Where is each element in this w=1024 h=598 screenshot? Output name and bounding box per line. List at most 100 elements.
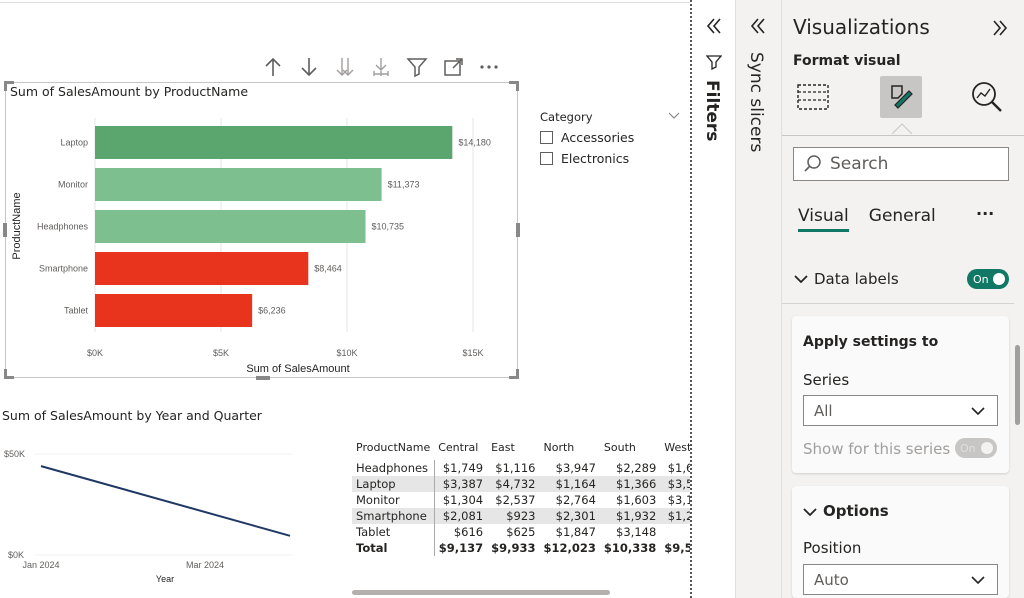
value-cell: $3,148 bbox=[616, 525, 657, 539]
expand-pane-icon[interactable] bbox=[748, 16, 768, 36]
search-input[interactable]: Search bbox=[793, 147, 1009, 181]
toggle-state: On bbox=[960, 441, 976, 455]
category-slicer[interactable]: Category Accessories Electronics bbox=[540, 110, 680, 166]
x-tick-label: $0K bbox=[87, 348, 103, 358]
expand-hierarchy-icon[interactable] bbox=[370, 56, 392, 78]
x-tick-label: $15K bbox=[462, 348, 483, 358]
value-cell: $1,164 bbox=[539, 476, 600, 492]
toggle-knob bbox=[981, 442, 993, 454]
chevron-down-icon bbox=[971, 575, 985, 584]
sync-slicers-label[interactable]: Sync slicers bbox=[746, 52, 766, 153]
y-tick-label: Headphones bbox=[37, 222, 89, 232]
expand-pane-icon[interactable] bbox=[704, 16, 724, 36]
go-to-next-level-icon[interactable] bbox=[334, 56, 356, 78]
x-tick-label: $5K bbox=[213, 348, 229, 358]
bar bbox=[95, 210, 366, 243]
resize-handle[interactable] bbox=[509, 81, 519, 91]
resize-handle[interactable] bbox=[4, 369, 14, 379]
data-label: $11,373 bbox=[388, 180, 420, 190]
data-labels-toggle[interactable]: On bbox=[967, 269, 1009, 289]
table-row[interactable]: Smartphone$2,081$923$2,301$1,932$1,22 bbox=[352, 508, 690, 524]
drill-down-icon[interactable] bbox=[298, 56, 320, 78]
x-tick-label: $10K bbox=[336, 348, 357, 358]
total-row[interactable]: Total $9,137$9,933 $12,023 $10,338 $9,55 bbox=[352, 540, 690, 556]
table-row[interactable]: Tablet $616 $625 $1,847 $3,148 bbox=[352, 524, 690, 540]
tab-general[interactable]: General bbox=[868, 206, 936, 226]
resize-handle[interactable] bbox=[516, 223, 520, 237]
series-label: Series bbox=[803, 371, 850, 389]
options-card: Options Position Auto bbox=[792, 486, 1009, 598]
position-dropdown[interactable]: Auto bbox=[803, 564, 998, 595]
slicer-item-electronics[interactable]: Electronics bbox=[540, 151, 680, 166]
bar-chart-visual[interactable] bbox=[3, 81, 520, 380]
matrix-visual[interactable]: ProductName Central East North South Wes… bbox=[352, 440, 690, 556]
column-header[interactable]: Central bbox=[438, 441, 479, 454]
chevron-down-icon[interactable] bbox=[803, 507, 817, 517]
value-cell: $1,304 bbox=[433, 492, 488, 508]
table-row[interactable]: Monitor $1,304 $2,537 $2,764 $1,603 $3,16 bbox=[352, 492, 690, 508]
drill-up-icon[interactable] bbox=[262, 56, 284, 78]
value-cell: $2,537 bbox=[495, 493, 536, 507]
checkbox[interactable] bbox=[540, 131, 553, 144]
y-tick-label: Monitor bbox=[58, 180, 88, 190]
data-labels-card-header[interactable]: Data labels On bbox=[782, 252, 1014, 304]
resize-handle[interactable] bbox=[256, 376, 270, 380]
resize-handle[interactable] bbox=[509, 369, 519, 379]
format-visual-icon[interactable] bbox=[880, 76, 922, 118]
chevron-down-icon[interactable] bbox=[794, 274, 808, 284]
resize-handle[interactable] bbox=[3, 223, 7, 237]
series-dropdown[interactable]: All bbox=[803, 395, 998, 426]
y-tick-label: $0K bbox=[8, 550, 24, 560]
filter-icon[interactable] bbox=[406, 56, 428, 78]
chevron-down-icon[interactable] bbox=[668, 110, 680, 120]
value-cell: $2,301 bbox=[539, 508, 600, 524]
options-heading[interactable]: Options bbox=[823, 502, 889, 520]
more-options-icon[interactable]: ··· bbox=[976, 204, 995, 223]
table-row[interactable]: Headphones $1,749 $1,116 $3,947 $2,289 $1,63 bbox=[352, 460, 690, 476]
value-cell: $1,116 bbox=[495, 461, 536, 475]
column-header[interactable]: ProductName bbox=[356, 441, 431, 454]
row-header-cell: Monitor bbox=[356, 493, 400, 507]
checkbox[interactable] bbox=[540, 152, 553, 165]
filters-pane[interactable]: Filters bbox=[692, 0, 736, 598]
bar-chart-title: Sum of SalesAmount by ProductName bbox=[10, 84, 249, 99]
column-header[interactable]: West bbox=[664, 441, 690, 454]
series-value: All bbox=[814, 401, 833, 420]
line-chart-title: Sum of SalesAmount by Year and Quarter bbox=[2, 408, 262, 423]
search-placeholder: Search bbox=[830, 154, 889, 174]
visualizations-pane: Visualizations Format visual Search Visu… bbox=[782, 0, 1024, 598]
resize-handle[interactable] bbox=[4, 81, 14, 91]
horizontal-scrollbar[interactable] bbox=[352, 590, 610, 595]
table-row[interactable]: Laptop$3,387$4,732$1,164$1,366$3,53 bbox=[352, 476, 690, 492]
value-cell: $1,22 bbox=[660, 508, 690, 524]
collapse-pane-icon[interactable] bbox=[990, 18, 1010, 38]
column-header[interactable]: South bbox=[603, 441, 636, 454]
sync-slicers-pane[interactable]: Sync slicers bbox=[736, 0, 782, 598]
value-cell: $9,933 bbox=[491, 541, 536, 555]
data-label: $8,464 bbox=[314, 264, 342, 274]
selected-tab-pointer bbox=[892, 123, 912, 134]
filters-label[interactable]: Filters bbox=[702, 80, 722, 142]
matrix-body: Headphones$1,749$1,116$3,947$2,289$1,63L… bbox=[352, 460, 690, 556]
slicer-item-accessories[interactable]: Accessories bbox=[540, 130, 680, 145]
search-icon bbox=[804, 155, 821, 172]
data-label: $10,735 bbox=[372, 222, 405, 232]
pane-scrollbar[interactable] bbox=[1015, 345, 1020, 425]
column-header[interactable]: East bbox=[491, 441, 515, 454]
show-for-series-toggle[interactable]: On bbox=[955, 438, 997, 458]
show-for-series-label: Show for this series bbox=[803, 440, 951, 458]
visual-header-toolbar bbox=[262, 56, 500, 78]
more-options-icon[interactable] bbox=[478, 56, 500, 78]
build-visual-icon[interactable] bbox=[796, 82, 830, 116]
toggle-state: On bbox=[973, 272, 989, 286]
value-cell: $1,749 bbox=[433, 460, 488, 476]
focus-mode-icon[interactable] bbox=[442, 56, 464, 78]
value-cell: $2,764 bbox=[555, 493, 596, 507]
analytics-icon[interactable] bbox=[970, 80, 1004, 118]
chevron-down-icon bbox=[971, 406, 985, 415]
bar bbox=[95, 168, 382, 201]
tab-visual[interactable]: Visual bbox=[798, 206, 849, 232]
column-header[interactable]: North bbox=[543, 441, 575, 454]
